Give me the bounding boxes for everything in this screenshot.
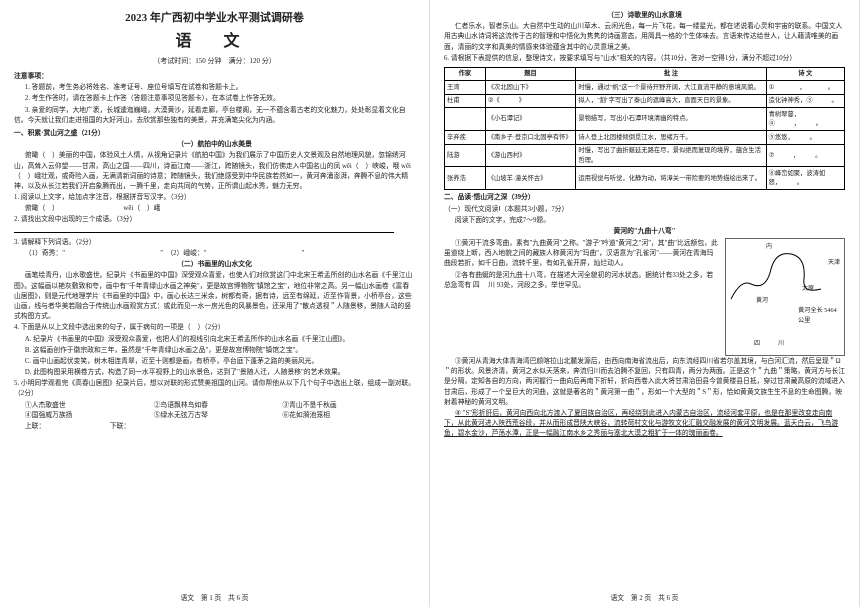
essay-title: 黄河的"九曲十八弯" xyxy=(444,227,845,237)
table-row: 《小石潭记》景物描写，写出小石潭环境清幽的特点。青树翠蔓，④ ， 。 xyxy=(445,108,845,131)
q5-tail: 上联： 下联： xyxy=(14,422,415,432)
q5-c4: ④国强威万族扬 xyxy=(25,411,154,421)
th-verse: 诗 文 xyxy=(766,67,844,80)
q2: 2. 请找出文段中出现的三个成语。（3分） xyxy=(14,215,415,225)
q5-c3: ③青山不垦千秋画 xyxy=(282,401,411,411)
th-author: 作家 xyxy=(445,67,486,80)
q4-d: D. 此图构图采用横卷方式，构造了同一水平视野上的山水景色，达到了"景随人迁，人… xyxy=(14,368,415,378)
section-1-heading: 一、积累·赏山河之盛（21分） xyxy=(14,129,415,139)
timing-line: （考试时间：150 分钟 满分：120 分） xyxy=(14,56,415,67)
sec2-sub: （一）现代文阅读Ⅰ（本题共3小题，7分） xyxy=(444,205,845,215)
part-c-heading: （三）诗歌里的山水意境 xyxy=(444,11,845,21)
essay-p1: ①黄河干流多弯曲，素有"九曲黄河"之称。"游子"吟道"黄河之"河"，其"曲"比远… xyxy=(444,239,719,270)
table-header-row: 作家 题目 批 注 诗 文 xyxy=(445,67,845,80)
q5: 5. 小明同学观看完《高春山居图》纪录片后，想以对联的形式赞美祖国的山河。请你帮… xyxy=(14,379,415,399)
q4-b: B. 这幅画创作于徽宗政和三年，虽然是"千年青绿山水画之品"，更是故宫博物院"镇… xyxy=(14,346,415,356)
essay-p2: ②各有曲蜒的是河九曲十八弯，在描述大河全貌初的河水状态。据统计有33处之多，若总… xyxy=(444,271,719,291)
q5-c6: ⑥花如漪池笼相 xyxy=(282,411,411,421)
q2-blank xyxy=(14,232,394,233)
essay-text-col: ①黄河干流多弯曲，素有"九曲黄河"之称。"游子"吟道"黄河之"河"，其"曲"比远… xyxy=(444,238,719,356)
essay-body-wrap: ①黄河干流多弯曲，素有"九曲黄河"之称。"游子"吟道"黄河之"河"，其"曲"比远… xyxy=(444,238,845,356)
q4: 4. 下面是从以上文段中选出来的句子，属于病句的一项是（ ）（2分） xyxy=(14,323,415,333)
q4-a: A. 纪录片《书画里的中国》深受观众喜爱，也把人们的视线引向北宋王希孟所作的山水… xyxy=(14,335,415,345)
page-1-footer: 语文 第 1 页 共 6 页 xyxy=(0,594,429,604)
q5-choices: ①人杰歌盛世 ②鸟语飘林鸟如春 ③青山不垦千秋画 ④国强威万族扬 ⑤绿水无弦万古… xyxy=(14,401,415,421)
q3: 3. 请解释下列词语。（2分） xyxy=(14,238,415,248)
table-row: 杜甫②《 》拟人，"割"字写出了泰山的遮峰高大，直面天日的景象。造化钟神秀，③ … xyxy=(445,94,845,107)
page-1: 2023 年广西初中学业水平测试调研卷 语 文 （考试时间：150 分钟 满分：… xyxy=(0,0,430,607)
q1: 1. 阅读以上文字，给加点字注音，根据拼音写汉字。（3分） xyxy=(14,193,415,203)
section-2-heading: 二、品读·悟山河之深（39分） xyxy=(444,193,845,203)
essay-p3: ③黄河从青海大体青海湾巴颜喀拉山北麓发源后，由西向南海省流出后，向东流经四川省若… xyxy=(444,357,845,408)
q5-c5: ⑤绿水无弦万古琴 xyxy=(154,411,283,421)
subject-title: 语 文 xyxy=(14,30,415,54)
river-svg xyxy=(726,239,826,309)
para-c: 仁者乐水，智者乐山。大自然中生动的山川草木、云闲光色，每一片飞花，每一缕星光，都… xyxy=(444,22,845,53)
table-row: 王湾《次北固山下》时慢，通过"帆"这一个景待开野开阔，大江直流平静的意境风貌。①… xyxy=(445,81,845,94)
notice-3: 3. 亲爱的同学，大地广袤，长城逶迤巍峨，大漠黄沙，延看走廊，亭台楼阁，无一不蕴… xyxy=(14,106,415,126)
notice-2: 2. 考生作答时，请在答题卡上作答（答题注意事项见答题卡），在本试卷上作答无效。 xyxy=(14,94,415,104)
part-b-heading: （二）书画里的山水文化 xyxy=(14,260,415,270)
q5-c2: ②鸟语飘林鸟如春 xyxy=(154,401,283,411)
essay-p4-text: ④ "S"形折肝后，黄河向西向北方渡入了夏回族自治区，再经绕到此进入内蒙古自治区… xyxy=(444,410,838,437)
map-figure: 内 天津 太原 黄河 四 川 黄河全长 5464 公里 xyxy=(725,238,845,356)
page-2: （三）诗歌里的山水意境 仁者乐水，智者乐山。大自然中生动的山川草木、云闲光色，每… xyxy=(430,0,860,607)
map-label-sc: 四 川 xyxy=(754,340,790,349)
para-a-0: 俯瞰（ ）美丽的中国，体验风土人情，从视角记录片《航拍中国》为我们展示了中国历史… xyxy=(14,151,415,192)
th-note: 批 注 xyxy=(576,67,766,80)
q6: 6. 请根据下表提供的信息，整理诗文，按要求填写与"山水"相关的内容。（共10分… xyxy=(444,54,845,64)
map-label-ne: 天津 xyxy=(828,259,840,268)
pinyin-blanks: 俯瞰（ ） wēi（ ）峨 xyxy=(14,204,415,214)
th-title: 题目 xyxy=(485,67,576,80)
table-row: 张养浩《山坡羊·潼关怀古》运用视觉与听觉，化静为动，将漳关一带险要的地势描绘出来… xyxy=(445,167,845,190)
map-label-se: 黄河全长 5464 公里 xyxy=(798,306,842,325)
table-row: 陆游《游山西村》时慢，写出了曲折蜒延无路在尽，景似绝而复现的境界，蕴含生活哲理。… xyxy=(445,144,845,167)
q4-c: C. 画中山画起伏变笑，树木相连青翠，近至十则都是画，有桥亭，亭台庭下蓬茅之路的… xyxy=(14,357,415,367)
page-2-footer: 语文 第 2 页 共 6 页 xyxy=(430,594,859,604)
notice-1: 1. 答题前，考生务必将姓名、准考证号、座位号填写在试卷和答题卡上。 xyxy=(14,83,415,93)
sec2-intro: 阅读下面的文字，完成7～9题。 xyxy=(444,216,845,226)
part-a-heading: （一）航拍中的山水美景 xyxy=(14,140,415,150)
poetry-table: 作家 题目 批 注 诗 文 王湾《次北固山下》时慢，通过"帆"这一个景待开野开阔… xyxy=(444,67,845,190)
exam-title: 2023 年广西初中学业水平测试调研卷 xyxy=(14,10,415,27)
q3-items: （1）奇秀：" " （2）峨峻：" " xyxy=(14,249,415,259)
essay-p4: ④ "S"形折肝后，黄河向西向北方渡入了夏回族自治区，再经绕到此进入内蒙古自治区… xyxy=(444,409,845,440)
table-row: 辛弃疾《南乡子·登京口北固亭有怀》诗人登上北固楼倾倒觅江水，思绪万千。⑤悠悠， … xyxy=(445,131,845,144)
para-b-0: 画笔绘青丹，山水歌盛世。纪录片《书画里的中国》深受观众喜爱，也使人们对欣赏这门中… xyxy=(14,271,415,322)
q5-c1: ①人杰歌盛世 xyxy=(25,401,154,411)
notice-heading: 注意事项： xyxy=(14,72,415,82)
